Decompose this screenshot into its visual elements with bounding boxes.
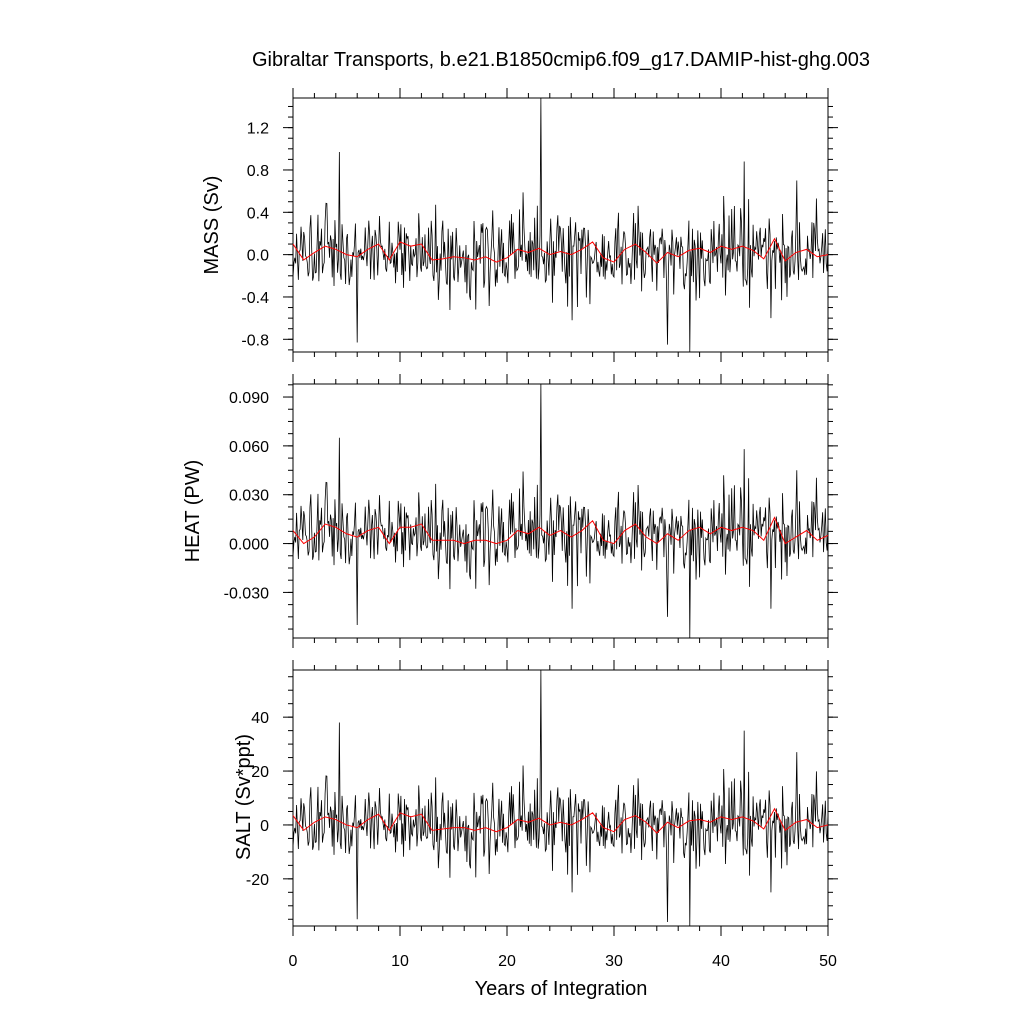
y-tick-label: 0.030 [229, 488, 269, 505]
y-tick-label: 0.0 [247, 248, 269, 265]
salt-y-axis-label: SALT (Sv*ppt) [233, 734, 255, 860]
panel-salt: 40 20 0 -20 0 10 20 30 40 50 [246, 660, 838, 970]
x-tick-label: 0 [289, 953, 298, 970]
y-tick-label: 40 [251, 710, 269, 727]
y-tick-label: -0.8 [241, 332, 269, 349]
annual-mean-line [292, 516, 829, 545]
annual-mean-line [292, 237, 829, 264]
y-tick-label: 0.4 [247, 205, 269, 222]
heat-y-axis-label: HEAT (PW) [182, 460, 204, 563]
x-tick-label: 20 [498, 953, 516, 970]
x-tick-label: 40 [712, 953, 730, 970]
panel-mass: 1.2 0.8 0.4 0.0 -0.4 -0.8 [241, 88, 838, 362]
y-tick-label: -0.4 [241, 290, 269, 307]
monthly-series-line [292, 383, 829, 639]
x-tick-label: 10 [391, 953, 409, 970]
y-tick-label: -0.030 [224, 585, 269, 602]
monthly-series-line [292, 669, 829, 927]
x-axis-label: Years of Integration [475, 978, 648, 1000]
y-tick-label: 0.8 [247, 163, 269, 180]
y-tick-label: 0.060 [229, 439, 269, 456]
y-tick-label: -20 [246, 872, 269, 889]
panel-heat: 0.090 0.060 0.030 0.000 -0.030 [224, 374, 838, 648]
y-tick-label: 0.090 [229, 390, 269, 407]
annual-mean-line [292, 807, 829, 834]
monthly-series-line [292, 97, 829, 353]
y-tick-label: 0.000 [229, 537, 269, 554]
chart-title: Gibraltar Transports, b.e21.B1850cmip6.f… [252, 49, 870, 71]
plot-frame [292, 97, 829, 353]
y-tick-label: 0 [260, 818, 269, 835]
plot-frame [292, 383, 829, 639]
x-tick-label: 50 [819, 953, 837, 970]
plot-frame [292, 669, 829, 927]
x-tick-label: 30 [605, 953, 623, 970]
mass-y-axis-label: MASS (Sv) [201, 176, 223, 275]
y-tick-label: 20 [251, 764, 269, 781]
y-tick-label: 1.2 [247, 121, 269, 138]
